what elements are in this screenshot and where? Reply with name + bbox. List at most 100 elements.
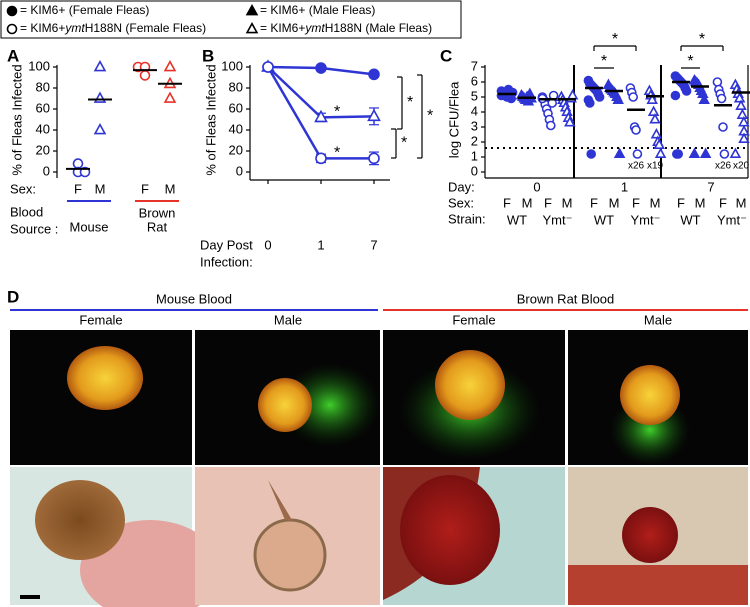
data-point [93, 59, 107, 72]
data-point [729, 147, 742, 158]
x-tick-label: 1 [317, 237, 324, 252]
y-tick-label: 4 [471, 103, 478, 118]
strain-label: Ymt⁻ [543, 212, 573, 227]
sex-label: M [609, 195, 620, 210]
data-point [139, 70, 151, 81]
data-point [564, 116, 576, 127]
panel-letter: B [202, 46, 214, 65]
significance-star: * [601, 53, 607, 70]
data-point [654, 147, 667, 158]
data-point [738, 132, 750, 143]
row-label: Sex: [448, 195, 474, 210]
data-point [699, 147, 712, 158]
data-point [736, 108, 749, 119]
y-tick-label: 100 [28, 58, 50, 73]
data-point [6, 5, 18, 17]
y-tick-label: 0 [471, 163, 478, 178]
row-label: Source : [10, 221, 58, 236]
count-label: x20 [733, 161, 750, 172]
y-tick-label: 40 [36, 121, 50, 136]
data-point [368, 152, 380, 165]
sex-label: F [719, 195, 727, 210]
y-tick-label: 20 [36, 142, 50, 157]
sex-label: F [544, 195, 552, 210]
data-point [262, 61, 274, 73]
legend-text: = KIM6+ (Male Fleas) [260, 3, 375, 17]
y-tick-label: 5 [471, 88, 478, 103]
x-tick-label: 7 [370, 237, 377, 252]
data-point [718, 122, 728, 132]
x-tick-label: 0 [264, 237, 271, 252]
sex-label: F [590, 195, 598, 210]
data-point [647, 105, 660, 116]
data-point [586, 149, 597, 159]
legend-text: ymt [64, 21, 85, 35]
data-point [93, 122, 107, 135]
blood-label: Brown Rat Blood [517, 291, 615, 306]
strain-label: WT [507, 212, 527, 227]
data-point [6, 23, 18, 35]
sex-label: F [503, 195, 511, 210]
data-point [566, 89, 579, 100]
y-tick-label: 20 [229, 142, 243, 157]
y-axis-label: log CFU/Flea [446, 81, 461, 158]
sex-label: F [74, 181, 82, 196]
data-point [698, 93, 710, 104]
y-tick-label: 60 [36, 100, 50, 115]
sex-label: M [165, 181, 176, 196]
data-point [673, 149, 684, 159]
legend-text: = KIM6+ [20, 21, 65, 35]
x-axis-label: Infection: [200, 254, 253, 269]
blood-label: Mouse Blood [156, 291, 232, 306]
data-point [628, 92, 639, 102]
y-tick-label: 100 [221, 58, 243, 73]
y-tick-label: 3 [471, 118, 478, 133]
data-point [631, 125, 641, 135]
legend-text: = KIM6+ [260, 21, 305, 35]
sex-label: M [695, 195, 706, 210]
data-point [716, 93, 727, 104]
legend-label: = KIM6+ymtH188N (Male Fleas) [260, 21, 432, 35]
column-label: Female [79, 312, 122, 327]
strain-label: Ymt⁻ [717, 212, 747, 227]
data-point [613, 147, 626, 158]
data-point [653, 138, 665, 149]
data-point [612, 93, 624, 104]
column-label: Male [274, 312, 302, 327]
data-point [507, 87, 518, 98]
row-label: Strain: [448, 211, 486, 226]
sex-label: F [677, 195, 685, 210]
data-point [632, 149, 643, 159]
row-label: Blood [10, 204, 43, 219]
y-tick-label: 80 [36, 79, 50, 94]
panel-letter: A [7, 46, 19, 65]
data-point [681, 86, 692, 96]
y-tick-label: 2 [471, 133, 478, 148]
day-label: 1 [621, 179, 628, 194]
significance-star: * [612, 31, 618, 48]
data-point [646, 93, 658, 104]
data-point [245, 3, 259, 16]
sex-label: M [95, 181, 106, 196]
group-label: Brown [139, 205, 176, 220]
strain-label: WT [680, 212, 700, 227]
data-point [496, 90, 507, 101]
count-label: x26 [628, 161, 645, 172]
data-point [735, 99, 747, 110]
y-tick-label: 1 [471, 148, 478, 163]
data-point [545, 120, 556, 131]
y-axis-label: % of Fleas Infected [203, 64, 218, 175]
sex-label: M [522, 195, 533, 210]
sex-label: M [736, 195, 747, 210]
y-tick-label: 7 [471, 58, 478, 73]
sex-label: M [562, 195, 573, 210]
legend-text: H188N (Female Fleas) [85, 21, 206, 35]
sex-label: F [141, 181, 149, 196]
count-label: x26 [715, 161, 732, 172]
legend-label: = KIM6+ (Male Fleas) [260, 3, 375, 17]
data-point [314, 109, 328, 123]
data-point [93, 91, 107, 103]
row-label: Day: [448, 179, 475, 194]
legend-box [0, 0, 462, 39]
